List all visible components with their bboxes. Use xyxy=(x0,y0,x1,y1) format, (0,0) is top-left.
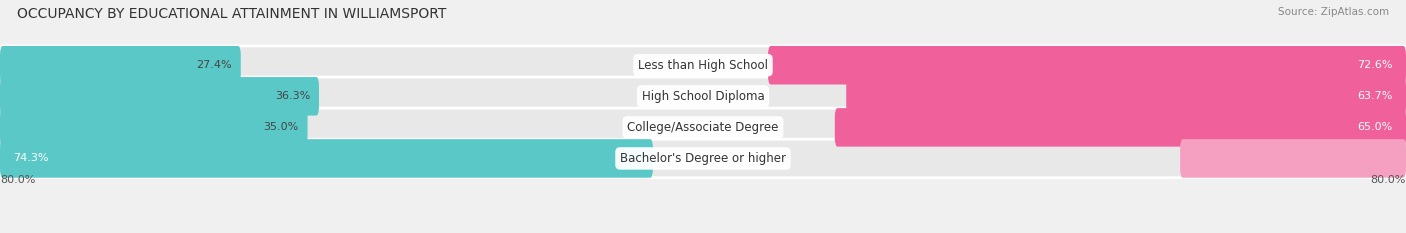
FancyBboxPatch shape xyxy=(0,77,1406,116)
Text: 27.4%: 27.4% xyxy=(197,60,232,70)
Text: 74.3%: 74.3% xyxy=(13,154,49,163)
Text: Source: ZipAtlas.com: Source: ZipAtlas.com xyxy=(1278,7,1389,17)
Text: High School Diploma: High School Diploma xyxy=(641,90,765,103)
Text: 80.0%: 80.0% xyxy=(1371,175,1406,185)
FancyBboxPatch shape xyxy=(768,46,1406,85)
FancyBboxPatch shape xyxy=(0,77,319,116)
FancyBboxPatch shape xyxy=(1180,139,1406,178)
Text: Bachelor's Degree or higher: Bachelor's Degree or higher xyxy=(620,152,786,165)
Text: OCCUPANCY BY EDUCATIONAL ATTAINMENT IN WILLIAMSPORT: OCCUPANCY BY EDUCATIONAL ATTAINMENT IN W… xyxy=(17,7,446,21)
FancyBboxPatch shape xyxy=(0,139,652,178)
FancyBboxPatch shape xyxy=(0,46,240,85)
FancyBboxPatch shape xyxy=(0,139,1406,178)
Text: Less than High School: Less than High School xyxy=(638,59,768,72)
Text: 36.3%: 36.3% xyxy=(276,91,311,101)
Text: 35.0%: 35.0% xyxy=(263,122,299,132)
FancyBboxPatch shape xyxy=(0,46,1406,85)
FancyBboxPatch shape xyxy=(846,77,1406,116)
Text: 63.7%: 63.7% xyxy=(1357,91,1393,101)
FancyBboxPatch shape xyxy=(0,108,1406,147)
Text: 80.0%: 80.0% xyxy=(0,175,35,185)
Text: College/Associate Degree: College/Associate Degree xyxy=(627,121,779,134)
FancyBboxPatch shape xyxy=(835,108,1406,147)
FancyBboxPatch shape xyxy=(0,108,308,147)
Text: 65.0%: 65.0% xyxy=(1358,122,1393,132)
Text: 72.6%: 72.6% xyxy=(1357,60,1393,70)
